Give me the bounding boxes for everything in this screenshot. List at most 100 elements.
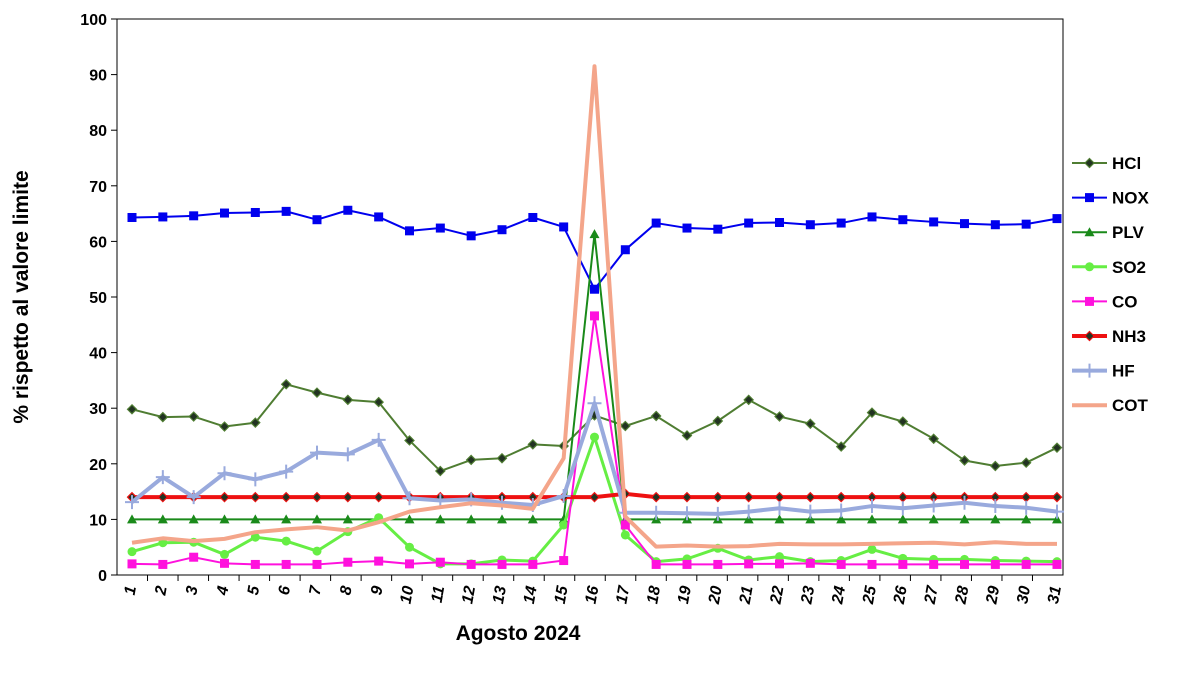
legend-item-plv: PLV bbox=[1072, 223, 1144, 242]
data-point-nox bbox=[189, 211, 199, 221]
data-point-hcl bbox=[681, 430, 693, 441]
data-point-hcl bbox=[219, 421, 230, 432]
legend-marker-nox bbox=[1085, 193, 1094, 203]
data-point-co bbox=[836, 559, 846, 569]
x-tick-label: 3 bbox=[183, 585, 201, 597]
data-point-plv bbox=[312, 514, 322, 524]
data-point-co bbox=[929, 559, 939, 569]
y-tick-label: 90 bbox=[89, 68, 107, 85]
data-point-so2 bbox=[559, 520, 569, 530]
data-point-hf bbox=[371, 432, 386, 447]
data-point-plv bbox=[127, 514, 137, 524]
legend-label-co: CO bbox=[1112, 292, 1138, 311]
data-point-nh3 bbox=[650, 491, 662, 503]
data-point-co bbox=[775, 559, 784, 569]
data-point-hcl bbox=[404, 435, 415, 446]
data-point-so2 bbox=[127, 547, 137, 557]
data-point-plv bbox=[497, 514, 507, 524]
data-point-hcl bbox=[249, 417, 261, 429]
data-point-hcl bbox=[650, 410, 662, 422]
data-point-plv bbox=[404, 514, 415, 524]
data-point-nox bbox=[374, 212, 384, 222]
data-point-nox bbox=[220, 208, 229, 218]
data-point-co bbox=[1052, 559, 1062, 569]
data-point-hcl bbox=[157, 411, 169, 423]
data-point-nox bbox=[867, 212, 877, 222]
data-point-hf bbox=[556, 489, 571, 504]
series-cot bbox=[131, 64, 1057, 549]
data-point-nox bbox=[528, 212, 538, 222]
x-tick-label: 6 bbox=[276, 585, 294, 597]
data-point-hcl bbox=[373, 396, 385, 408]
series-co bbox=[127, 311, 1062, 569]
data-point-nox bbox=[405, 226, 414, 236]
x-tick-label: 4 bbox=[214, 585, 232, 598]
x-tick-label: 13 bbox=[490, 585, 510, 606]
data-point-co bbox=[528, 559, 538, 569]
y-tick-label: 50 bbox=[89, 290, 107, 307]
data-point-hcl bbox=[959, 455, 970, 466]
legend-marker-plv bbox=[1084, 227, 1095, 237]
data-point-co bbox=[990, 559, 1000, 569]
x-tick-label: 1 bbox=[122, 585, 140, 597]
series-plv bbox=[127, 229, 1062, 524]
legend-label-plv: PLV bbox=[1112, 223, 1144, 242]
y-tick-label: 20 bbox=[89, 457, 107, 474]
data-point-nh3 bbox=[774, 491, 785, 503]
series-line-nox bbox=[131, 209, 1058, 291]
x-tick-label: 15 bbox=[552, 584, 572, 606]
data-point-nh3 bbox=[804, 491, 816, 503]
x-tick-label: 5 bbox=[245, 584, 263, 597]
data-point-co bbox=[620, 520, 630, 530]
x-tick-label: 12 bbox=[459, 585, 479, 606]
data-point-nox bbox=[929, 217, 939, 227]
data-point-co bbox=[250, 559, 260, 569]
data-point-hf bbox=[741, 504, 756, 519]
data-point-nox bbox=[836, 218, 846, 228]
data-point-nox bbox=[1021, 219, 1031, 229]
data-point-hcl bbox=[866, 407, 878, 418]
data-point-hf bbox=[587, 396, 602, 411]
data-point-hcl bbox=[743, 394, 755, 406]
y-tick-label: 100 bbox=[80, 12, 107, 29]
x-tick-label: 22 bbox=[767, 585, 787, 607]
data-point-co bbox=[312, 559, 322, 569]
data-point-plv bbox=[928, 514, 939, 524]
legend-label-so2: SO2 bbox=[1112, 258, 1146, 277]
y-tick-label: 80 bbox=[89, 123, 107, 140]
data-point-co bbox=[158, 559, 168, 569]
legend-label-hf: HF bbox=[1112, 362, 1135, 381]
data-point-plv bbox=[867, 514, 877, 524]
x-tick-label: 16 bbox=[583, 585, 603, 606]
data-point-so2 bbox=[775, 552, 784, 562]
data-point-plv bbox=[805, 514, 816, 524]
data-point-plv bbox=[219, 514, 230, 524]
data-point-hf bbox=[680, 506, 694, 521]
data-point-hf bbox=[402, 491, 417, 506]
data-point-hcl bbox=[434, 465, 446, 477]
x-tick-label: 31 bbox=[1045, 585, 1065, 606]
data-point-hf bbox=[834, 503, 849, 518]
legend-marker-co bbox=[1085, 296, 1094, 306]
x-tick-label: 21 bbox=[737, 585, 757, 607]
data-point-hf bbox=[1050, 504, 1064, 519]
data-point-nox bbox=[805, 220, 815, 230]
legend-item-hf: HF bbox=[1072, 362, 1135, 381]
legend-item-nox: NOX bbox=[1072, 189, 1150, 208]
data-point-nox bbox=[435, 223, 445, 233]
data-point-nox bbox=[466, 231, 476, 241]
x-tick-label: 26 bbox=[891, 585, 911, 607]
data-point-nox bbox=[1052, 214, 1062, 224]
data-point-hf bbox=[803, 504, 818, 519]
series-hf bbox=[125, 396, 1064, 521]
series-nox bbox=[127, 205, 1062, 294]
data-point-plv bbox=[527, 514, 538, 524]
data-point-nh3 bbox=[280, 491, 292, 503]
legend-marker-so2 bbox=[1085, 262, 1094, 272]
data-point-nox bbox=[250, 207, 260, 217]
data-point-hf bbox=[772, 501, 787, 516]
x-tick-label: 11 bbox=[429, 585, 449, 604]
data-point-nox bbox=[497, 225, 507, 235]
data-point-so2 bbox=[220, 549, 229, 559]
data-point-co bbox=[713, 559, 723, 569]
